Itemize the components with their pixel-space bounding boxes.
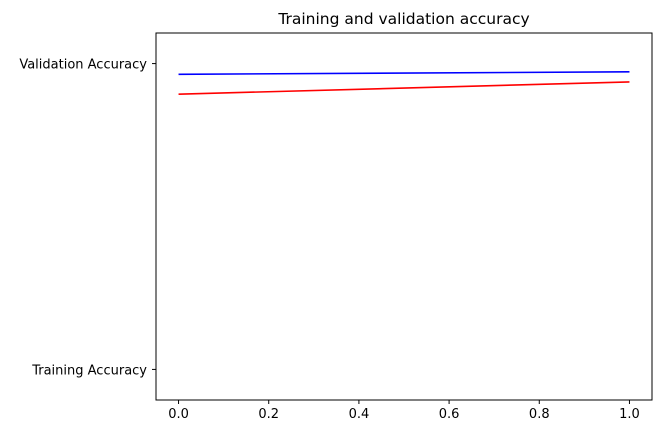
chart-title: Training and validation accuracy — [277, 10, 529, 28]
x-tick-label-0: 0.0 — [168, 407, 189, 422]
x-tick-label-1: 0.2 — [258, 407, 279, 422]
x-tick-label-4: 0.8 — [529, 407, 550, 422]
y-tick-label-0: Training Accuracy — [31, 363, 147, 378]
y-tick-label-1: Validation Accuracy — [19, 58, 147, 73]
series-line-0 — [178, 81, 630, 95]
x-tick-label-5: 1.0 — [619, 407, 640, 422]
series-line-1 — [178, 71, 630, 76]
x-tick-label-2: 0.4 — [349, 407, 370, 422]
plot-area: 0.0 0.2 0.4 0.6 0.8 1.0 Training Accuracy Valid… — [19, 32, 653, 422]
axes-frame — [155, 32, 653, 401]
x-tick-label-3: 0.6 — [439, 407, 460, 422]
